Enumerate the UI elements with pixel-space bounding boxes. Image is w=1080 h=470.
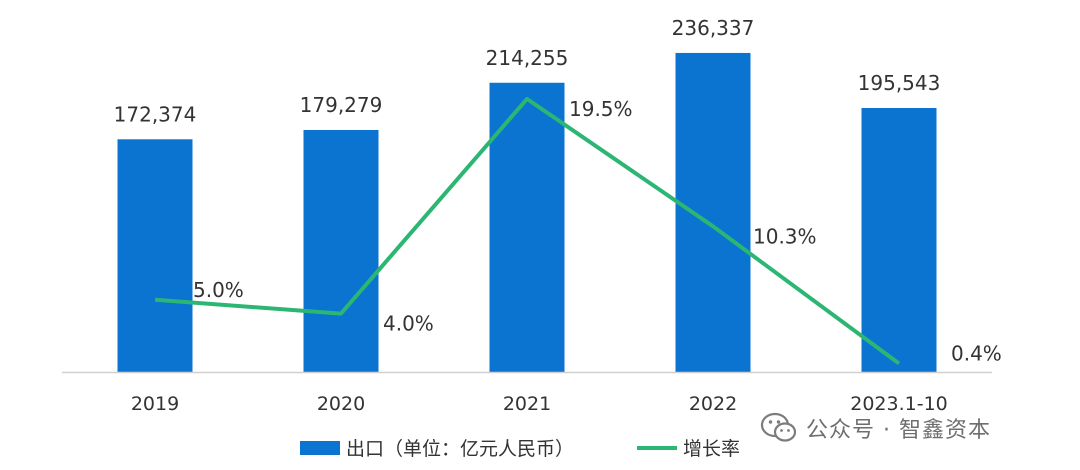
line-value-label-3: 10.3% — [753, 224, 817, 248]
bar-1 — [303, 129, 379, 372]
bar-4 — [861, 108, 937, 372]
line-value-label-2: 19.5% — [569, 97, 633, 121]
bar-value-label-3: 236,337 — [672, 16, 755, 40]
legend: 出口（单位：亿元人民币） 增长率 — [300, 438, 740, 460]
bars-layer — [117, 52, 937, 373]
x-tick-label-1: 2020 — [317, 393, 365, 415]
bar-value-label-2: 214,255 — [486, 46, 569, 70]
bar-value-label-1: 179,279 — [300, 93, 383, 117]
bar-0 — [117, 139, 193, 372]
x-tick-labels: 2019 2020 2021 2022 2023.1-10 — [131, 393, 948, 415]
growth-line — [154, 96, 901, 366]
line-labels-layer: 5.0% 4.0% 19.5% 10.3% 0.4% — [193, 97, 1002, 366]
bar-3 — [675, 52, 751, 373]
legend-line-label: 增长率 — [683, 438, 740, 460]
wechat-icon — [760, 412, 797, 442]
bar-value-label-0: 172,374 — [114, 102, 197, 126]
line-value-label-1: 4.0% — [383, 312, 434, 336]
x-tick-label-2: 2021 — [503, 393, 551, 415]
x-tick-label-0: 2019 — [131, 393, 179, 415]
bar-2 — [489, 82, 565, 373]
legend-bar-swatch — [300, 441, 340, 455]
legend-bar-label: 出口（单位：亿元人民币） — [346, 438, 574, 460]
bar-labels-layer: 172,374 179,279 214,255 236,337 195,543 — [114, 16, 941, 126]
x-tick-label-4: 2023.1-10 — [850, 393, 948, 415]
x-tick-label-3: 2022 — [689, 393, 737, 415]
bar-value-label-4: 195,543 — [858, 71, 941, 95]
watermark: 公众号 · 智鑫资本 — [760, 408, 991, 448]
line-value-label-4: 0.4% — [951, 341, 1002, 365]
line-value-label-0: 5.0% — [193, 278, 244, 302]
watermark-text: 公众号 · 智鑫资本 — [806, 418, 991, 443]
